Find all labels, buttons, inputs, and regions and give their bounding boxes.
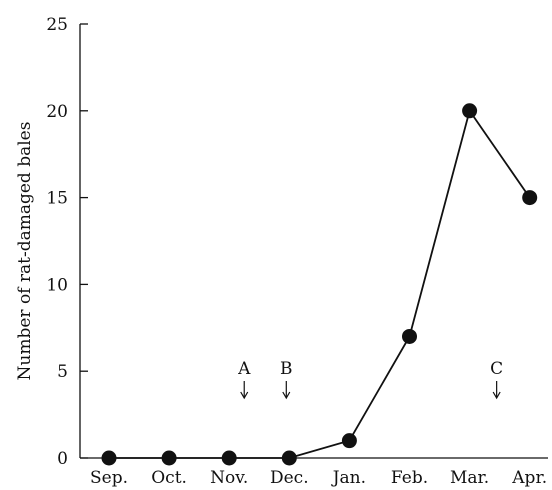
annotation-label: C — [490, 359, 503, 379]
data-point-mar — [462, 103, 478, 119]
data-point-sep — [101, 450, 117, 466]
x-tick-label: Oct. — [151, 468, 187, 488]
data-point-jan — [341, 433, 357, 449]
y-tick-label: 25 — [46, 15, 68, 35]
x-tick-label: Nov. — [210, 468, 248, 488]
x-tick-label: Feb. — [391, 468, 428, 488]
annotation-c: C — [490, 359, 503, 400]
y-ticks: 0 5 10 15 20 25 — [46, 15, 88, 469]
annotation-arrow-head — [492, 391, 501, 400]
annotation-arrow-head — [240, 391, 249, 400]
axes — [79, 24, 548, 459]
series-markers — [101, 103, 538, 466]
data-point-dec — [281, 450, 297, 466]
data-point-oct — [161, 450, 177, 466]
annotation-arrow-head — [282, 391, 291, 400]
x-tick-label: Mar. — [450, 468, 489, 488]
y-axis-label: Number of rat-damaged bales — [15, 122, 35, 381]
annotation-b: B — [280, 359, 293, 400]
y-tick-label: 0 — [57, 449, 68, 469]
annotation-label: A — [237, 359, 251, 379]
y-tick-label: 20 — [46, 102, 68, 122]
y-tick-label: 15 — [46, 189, 68, 209]
x-tick-labels: Sep. Oct. Nov. Dec. Jan. Feb. Mar. Apr. — [90, 468, 547, 488]
annotation-a: A — [237, 359, 251, 400]
y-tick-label: 5 — [57, 362, 68, 382]
annotation-label: B — [280, 359, 293, 379]
annotations: A B C — [237, 359, 503, 400]
x-tick-label: Jan. — [331, 468, 366, 488]
series-line — [109, 108, 531, 459]
data-point-apr — [522, 190, 538, 206]
y-tick-label: 10 — [46, 275, 68, 295]
x-tick-label: Sep. — [90, 468, 128, 488]
x-tick-label: Dec. — [270, 468, 309, 488]
x-tick-label: Apr. — [511, 468, 547, 488]
data-point-nov — [221, 450, 237, 466]
data-point-feb — [402, 328, 417, 344]
